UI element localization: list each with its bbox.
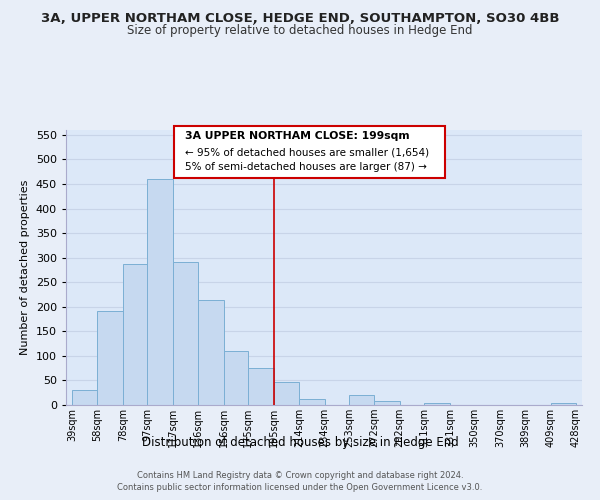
Bar: [73, 390, 97, 405]
Bar: [274, 382, 299, 405]
Text: Contains HM Land Registry data © Crown copyright and database right 2024.: Contains HM Land Registry data © Crown c…: [137, 472, 463, 480]
Bar: [299, 398, 325, 405]
Bar: [123, 264, 148, 405]
Bar: [224, 351, 248, 405]
Bar: [198, 300, 224, 405]
Bar: [551, 402, 575, 405]
Bar: [424, 402, 450, 405]
Text: ← 95% of detached houses are smaller (1,654): ← 95% of detached houses are smaller (1,…: [185, 147, 429, 157]
Bar: [374, 401, 400, 405]
Bar: [148, 179, 173, 405]
Text: Size of property relative to detached houses in Hedge End: Size of property relative to detached ho…: [127, 24, 473, 37]
Text: Contains public sector information licensed under the Open Government Licence v3: Contains public sector information licen…: [118, 483, 482, 492]
Y-axis label: Number of detached properties: Number of detached properties: [20, 180, 30, 355]
Bar: [248, 368, 274, 405]
Bar: [97, 310, 123, 405]
Bar: [173, 262, 198, 405]
Text: 3A UPPER NORTHAM CLOSE: 199sqm: 3A UPPER NORTHAM CLOSE: 199sqm: [185, 132, 409, 141]
Bar: [349, 394, 374, 405]
Text: 3A, UPPER NORTHAM CLOSE, HEDGE END, SOUTHAMPTON, SO30 4BB: 3A, UPPER NORTHAM CLOSE, HEDGE END, SOUT…: [41, 12, 559, 26]
FancyBboxPatch shape: [175, 126, 445, 178]
Text: 5% of semi-detached houses are larger (87) →: 5% of semi-detached houses are larger (8…: [185, 162, 427, 172]
Text: Distribution of detached houses by size in Hedge End: Distribution of detached houses by size …: [142, 436, 458, 449]
